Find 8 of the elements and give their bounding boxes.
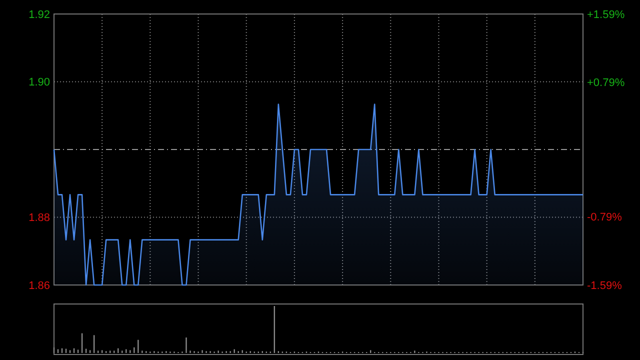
y2-tick-label: +0.79% bbox=[587, 77, 625, 90]
y2-tick-label: -1.59% bbox=[587, 280, 622, 292]
y2-tick-label: +1.59% bbox=[587, 8, 625, 21]
y-tick-label: 1.86 bbox=[28, 280, 50, 292]
y-tick-label: 1.92 bbox=[28, 8, 50, 21]
y-tick-label: 1.90 bbox=[28, 76, 50, 89]
y2-tick-label: -0.79% bbox=[587, 212, 622, 224]
y-tick-label: 1.88 bbox=[28, 212, 50, 224]
